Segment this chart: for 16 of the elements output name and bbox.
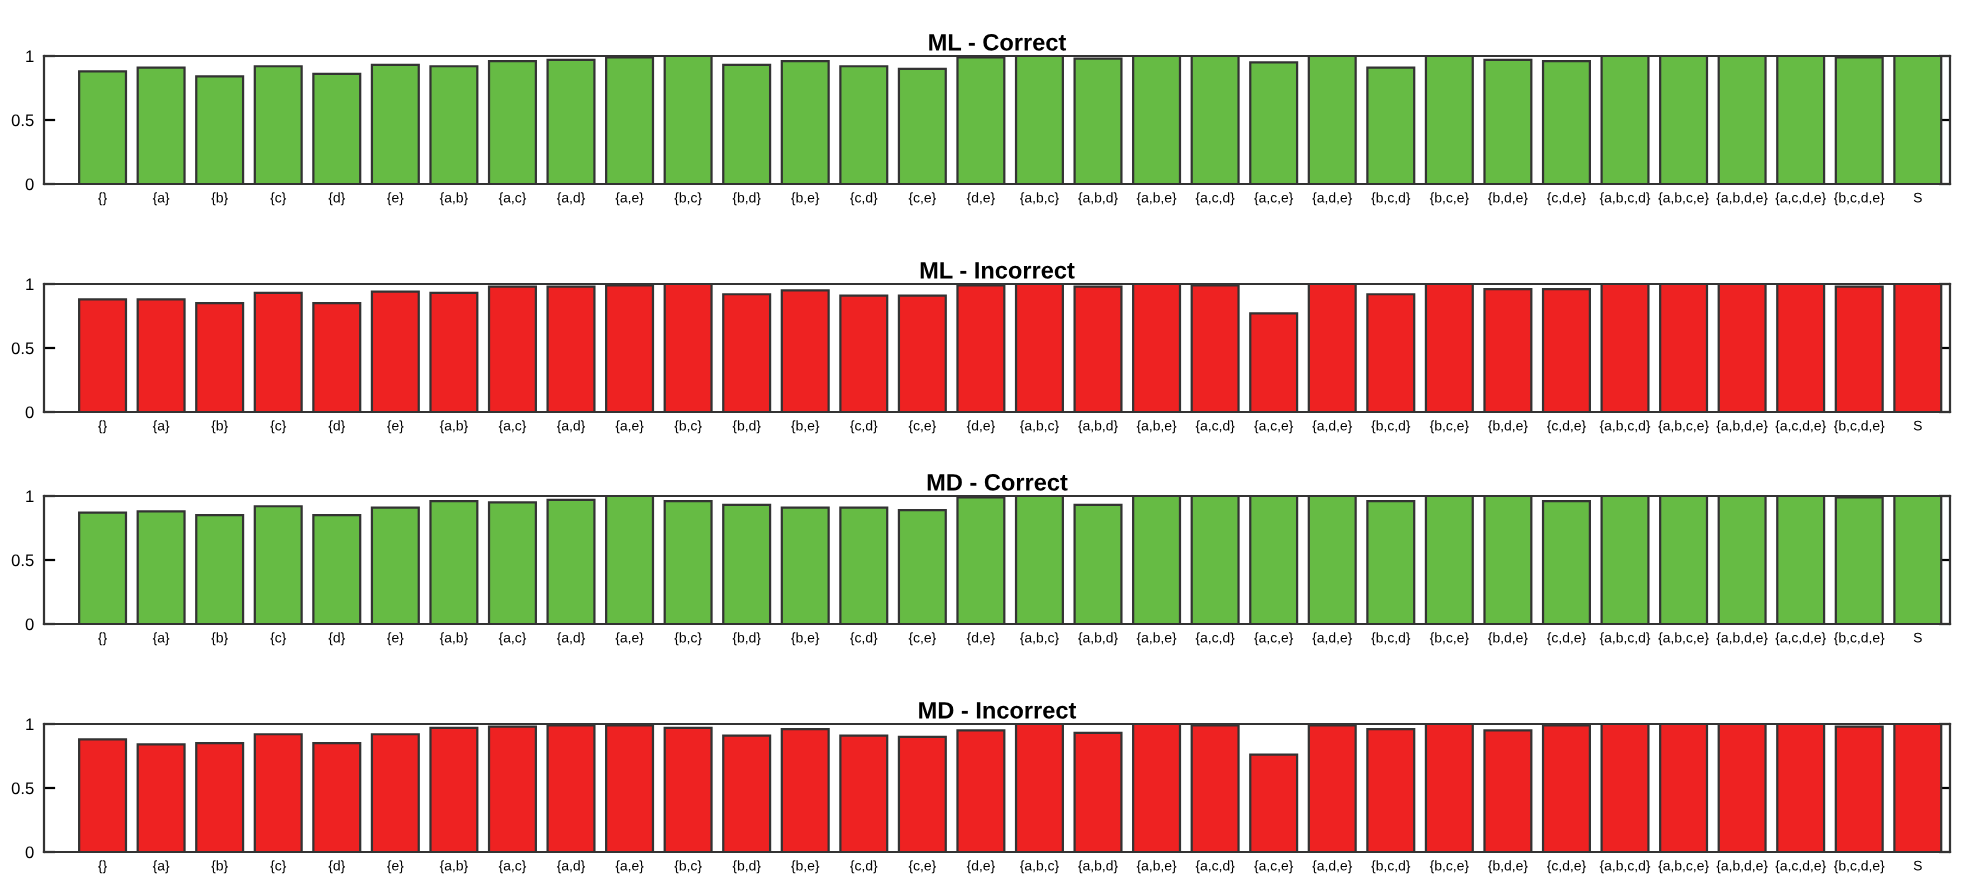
y-tick-label: 0 (25, 618, 34, 631)
y-tick-label: 0.5 (11, 114, 34, 127)
y-tick-label: 0.5 (11, 554, 34, 567)
y-tick-label: 0 (25, 406, 34, 419)
y-tick-label: 0 (25, 178, 34, 191)
chart-title: MD - Incorrect (919, 702, 1077, 719)
y-tick-label: 1 (26, 50, 34, 63)
chart-title: ML - Correct (929, 33, 1067, 51)
y-tick-label: 0.5 (11, 782, 34, 795)
y-tick-label: 1 (26, 490, 34, 503)
chart-title: ML - Incorrect (920, 262, 1075, 279)
y-tick-label: 0 (25, 846, 34, 859)
y-tick-label: 0.5 (11, 342, 34, 355)
y-tick-label: 1 (26, 278, 34, 291)
chart-title: MD - Correct (927, 473, 1068, 491)
y-tick-label: 1 (26, 718, 34, 731)
